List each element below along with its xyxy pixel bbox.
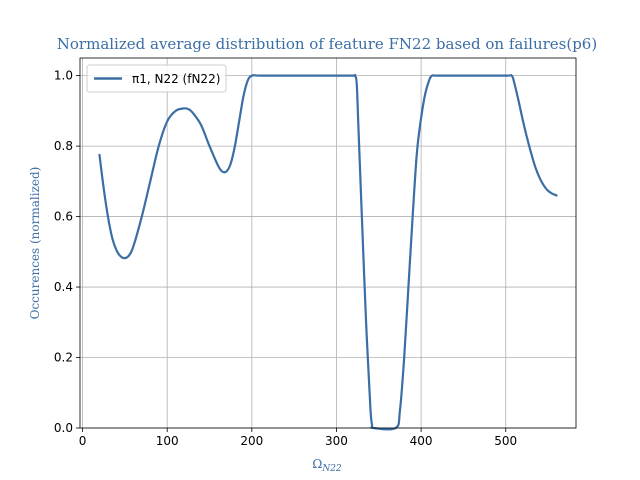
x-tick-label: 200 (240, 434, 263, 448)
y-tick-label: 1.0 (54, 69, 73, 83)
legend-entry-label: π1, N22 (fN22) (132, 72, 220, 86)
plot-area-frame (79, 57, 577, 429)
series-layer (98, 73, 558, 431)
grid (80, 58, 576, 429)
legend: π1, N22 (fN22) (86, 64, 227, 93)
x-tick-label: 100 (156, 434, 179, 448)
chart-title: Normalized average distribution of featu… (57, 35, 597, 53)
y-tick-label: 0.2 (54, 351, 73, 365)
x-axis-label-main: Ω (312, 457, 322, 471)
x-tick-label: 300 (325, 434, 348, 448)
ticks: 0 100 200 300 400 500 0.0 0.2 0.4 0.6 0.8 1.0 (54, 69, 517, 448)
y-tick-label: 0.0 (54, 421, 73, 435)
x-axis-label: ΩN22 (312, 457, 342, 474)
legend-box (86, 64, 227, 93)
x-tick-label: 500 (494, 434, 517, 448)
y-tick-label: 0.6 (54, 210, 73, 224)
series-line (98, 73, 558, 431)
y-axis-label: Occurences (normalized) (28, 167, 42, 320)
x-tick-label: 400 (410, 434, 433, 448)
y-tick-label: 0.8 (54, 139, 73, 153)
x-axis-label-subscript: N22 (321, 464, 342, 474)
y-tick-label: 0.4 (54, 280, 73, 294)
x-tick-label: 0 (79, 434, 87, 448)
